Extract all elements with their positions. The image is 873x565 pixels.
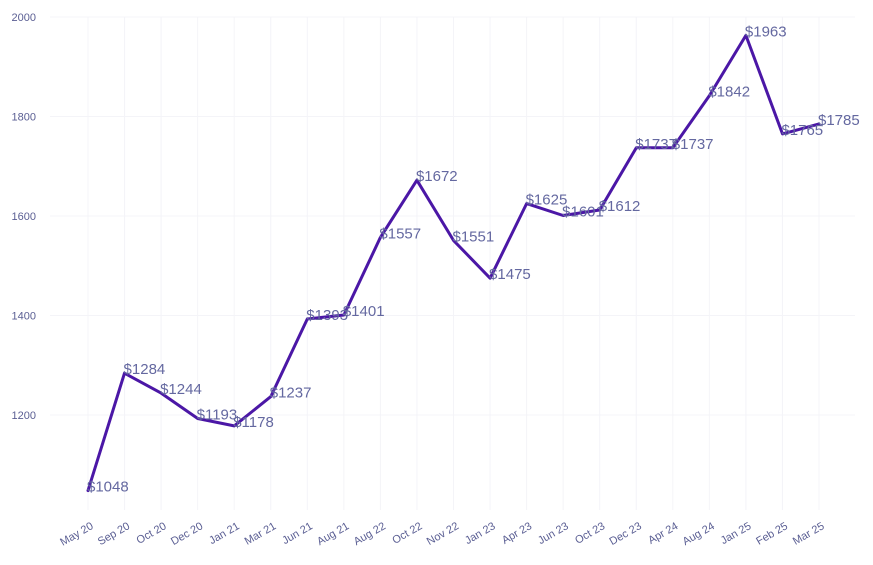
data-label: $1672 [416,168,458,185]
data-labels: $1048 $1284 $1244 $1193$1178 $1237 $1393$1401… [87,23,860,495]
x-tick-label: May 20 [58,520,95,548]
x-tick-label: Jan 21 [207,520,242,547]
data-label: $1765 [781,122,823,139]
grid [50,16,855,510]
x-tick-label: Sep 20 [96,520,132,548]
y-tick-label: 1400 [12,311,36,323]
x-tick-label: Dec 20 [169,520,205,548]
data-label: $1237 [270,385,312,402]
x-tick-label: Nov 22 [425,520,461,548]
data-label: $1842 [708,84,750,101]
y-tick-label: 1200 [12,410,36,422]
x-tick-label: Aug 22 [352,520,388,548]
data-label: $1551 [453,228,495,245]
x-tick-label: Feb 25 [754,520,790,548]
data-label: $1244 [160,381,202,398]
data-label: $1284 [124,361,166,378]
x-tick-label: Jun 23 [536,520,571,547]
x-tick-label: Dec 23 [608,520,644,548]
x-tick-label: Jun 21 [280,520,315,547]
data-label: $1625 [526,192,568,209]
x-tick-label: Aug 21 [315,520,351,548]
x-tick-label: Apr 23 [500,520,534,547]
y-tick-label: 2000 [12,12,36,24]
data-label: $1393 [306,307,348,324]
data-label: $1737 [672,136,714,153]
x-tick-label: Jan 23 [463,520,498,547]
data-label: $1557 [379,225,421,242]
x-tick-label: Aug 24 [681,520,717,548]
data-label: $1601 [562,204,604,221]
data-label: $1963 [745,23,787,40]
series-line [86,33,821,493]
x-tick-label: Mar 25 [791,520,827,548]
data-label: $1475 [489,266,531,283]
series [86,33,821,493]
x-tick-label: Mar 21 [243,520,279,548]
data-label: $1193 [197,406,238,423]
data-label: $1785 [818,112,860,129]
data-label: $1737 [635,136,677,153]
y-axis: 1200 1400 1600 1800 2000 [12,12,36,422]
data-label: $1048 [87,479,129,496]
data-label: $1401 [343,303,385,320]
x-tick-label: Oct 20 [135,520,169,547]
x-tick-label: Oct 23 [573,520,607,547]
x-axis: May 20 Sep 20 Oct 20 Dec 20 Jan 21 Mar 21 Jun … [58,520,826,548]
x-tick-label: Jan 25 [719,520,754,547]
data-label: $1612 [599,198,641,215]
x-tick-label: Oct 22 [390,520,424,547]
y-tick-label: 1800 [12,112,36,124]
y-tick-label: 1600 [12,211,36,223]
x-tick-label: Apr 24 [646,520,680,547]
data-label: $1178 [233,414,274,431]
